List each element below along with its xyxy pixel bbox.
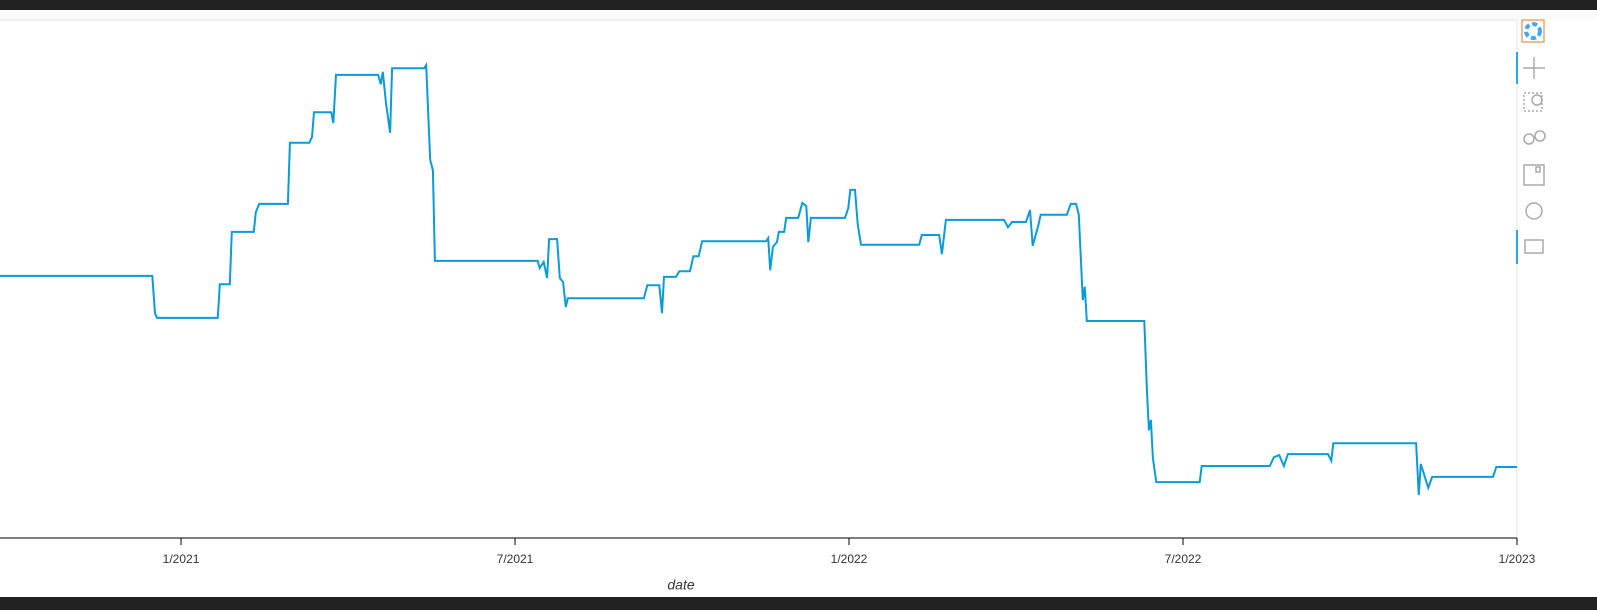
- x-tick-label: 1/2021: [163, 552, 200, 566]
- hover-tool[interactable]: [1524, 239, 1544, 254]
- toolbar: [1516, 19, 1546, 264]
- active-indicator: [1516, 230, 1518, 264]
- x-axis-title: date: [667, 577, 694, 593]
- x-tick-label: 1/2022: [831, 552, 868, 566]
- reset-tool[interactable]: [1525, 202, 1543, 220]
- wheel-zoom-tool[interactable]: [1523, 130, 1546, 145]
- bottom-bar: [0, 597, 1597, 610]
- active-indicator: [1516, 52, 1518, 84]
- bokeh-logo[interactable]: [1521, 19, 1545, 43]
- top-bar: [0, 0, 1597, 10]
- x-tick-label: 1/2023: [1499, 552, 1536, 566]
- save-tool[interactable]: [1523, 164, 1545, 186]
- box-zoom-tool[interactable]: [1523, 92, 1543, 112]
- data-line: [0, 61, 1517, 496]
- top-margin: [0, 10, 1597, 20]
- pan-tool[interactable]: [1523, 57, 1545, 79]
- x-tick-label: 7/2022: [1165, 552, 1202, 566]
- x-tick-label: 7/2021: [497, 552, 534, 566]
